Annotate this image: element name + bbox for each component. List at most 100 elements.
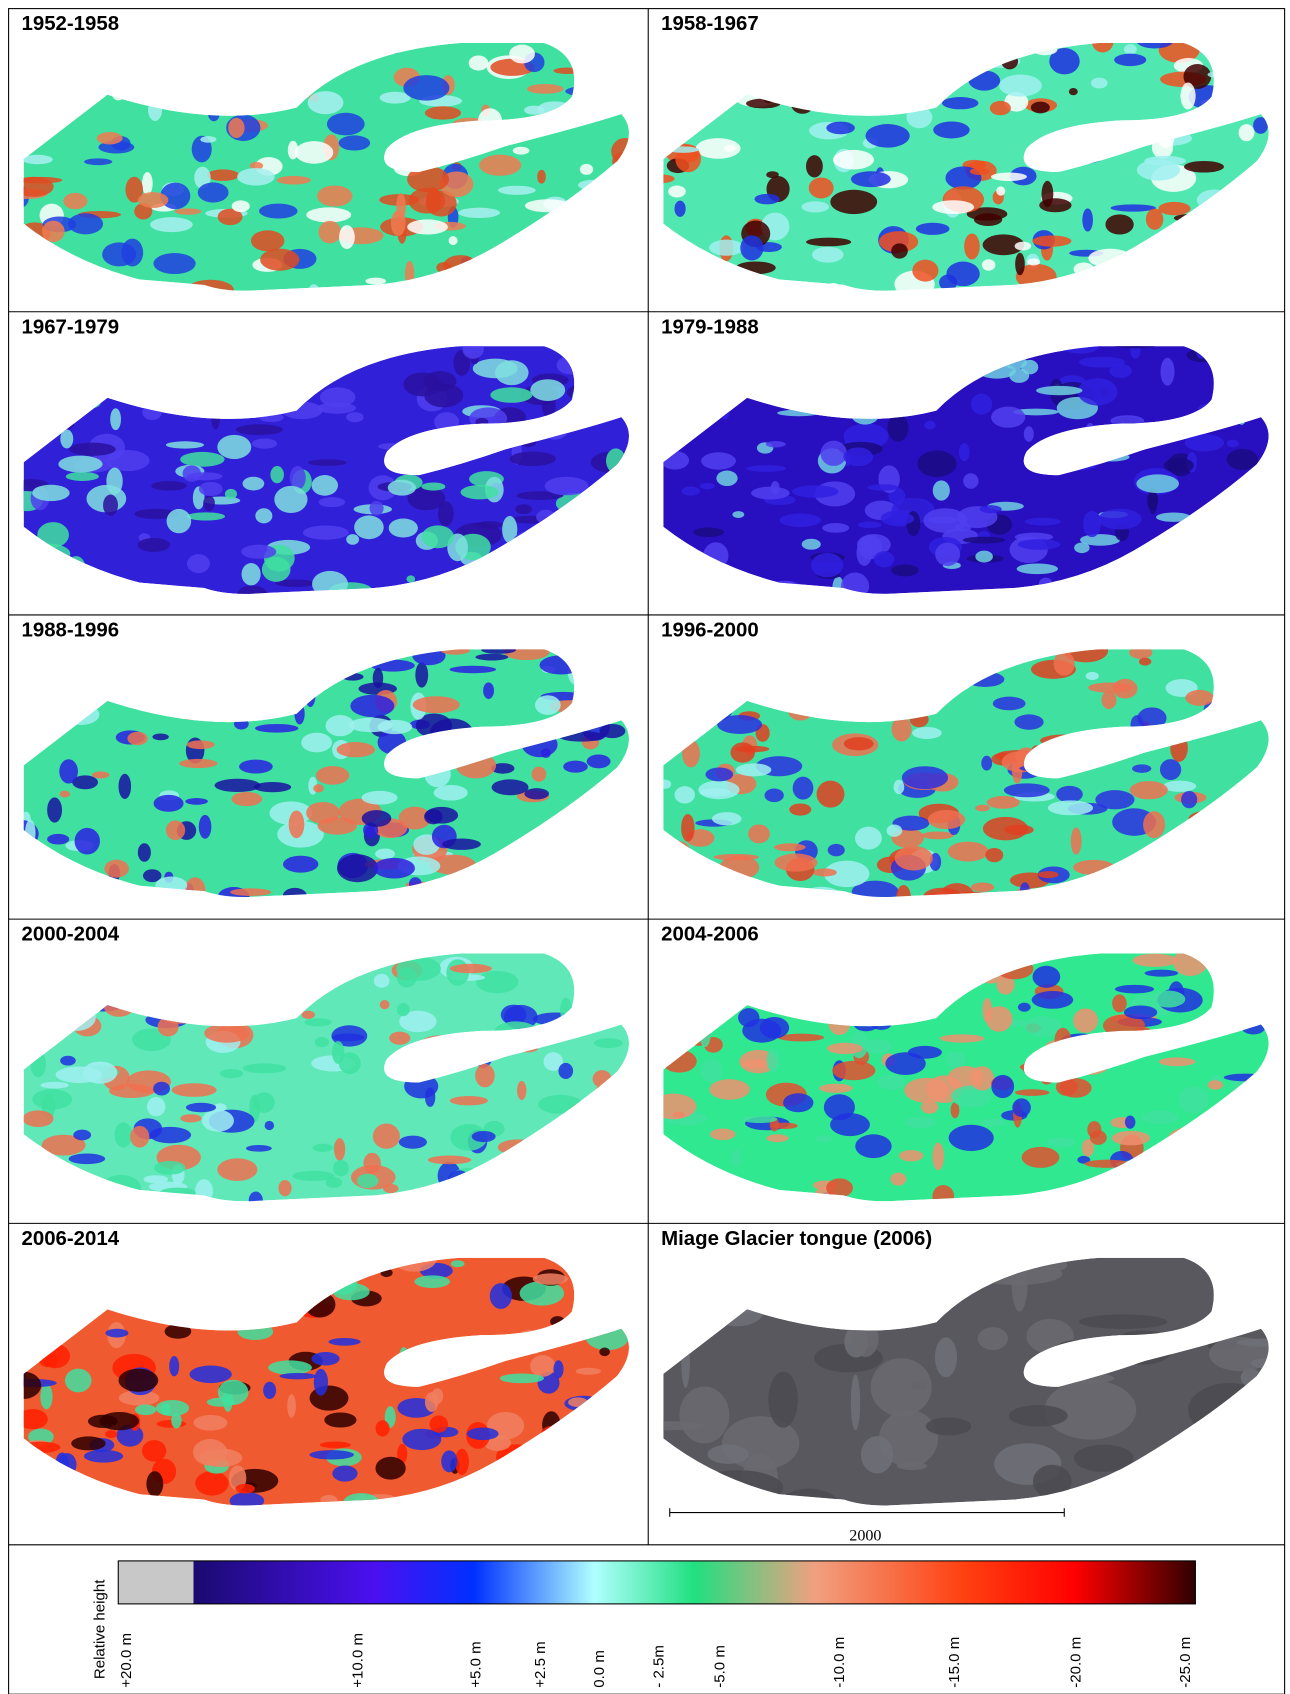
- surface-patch: [652, 943, 686, 971]
- surface-patch: [162, 660, 203, 680]
- surface-patch: [820, 441, 846, 466]
- surface-patch: [114, 50, 133, 70]
- surface-patch: [1192, 1442, 1219, 1490]
- map-panel: 1952-1958: [3, 13, 639, 303]
- surface-patch: [1218, 207, 1255, 231]
- colorbar-tick-label: - 2.5m: [650, 1645, 667, 1688]
- surface-patch: [259, 413, 284, 422]
- surface-patch: [334, 1138, 345, 1161]
- surface-patch: [645, 1196, 675, 1210]
- surface-patch: [608, 1456, 650, 1475]
- surface-patch: [247, 659, 293, 679]
- surface-patch: [635, 1287, 696, 1336]
- surface-patch: [783, 1093, 813, 1112]
- surface-patch: [1212, 970, 1229, 984]
- surface-patch: [1033, 1465, 1072, 1498]
- surface-patch: [660, 376, 693, 386]
- surface-patch: [257, 949, 285, 968]
- surface-patch: [982, 259, 996, 271]
- surface-patch: [195, 1179, 213, 1203]
- surface-patch: [34, 1164, 51, 1178]
- surface-patch: [167, 509, 192, 533]
- surface-patch: [579, 837, 612, 858]
- surface-patch: [709, 240, 744, 256]
- surface-patch: [1250, 669, 1284, 688]
- surface-patch: [333, 1283, 370, 1300]
- surface-patch: [867, 71, 909, 82]
- surface-patch: [1012, 1098, 1031, 1117]
- surface-patch: [727, 666, 761, 692]
- surface-patch: [606, 1273, 632, 1293]
- surface-patch: [730, 742, 755, 762]
- surface-patch: [1051, 1049, 1068, 1058]
- colorbar: [194, 1561, 1196, 1604]
- surface-patch: [36, 71, 48, 80]
- surface-patch: [1139, 584, 1151, 599]
- surface-patch: [1125, 1116, 1135, 1129]
- surface-patch: [570, 1459, 585, 1486]
- surface-patch: [614, 390, 645, 410]
- surface-patch: [97, 132, 123, 144]
- surface-patch: [237, 168, 275, 186]
- surface-patch: [563, 198, 600, 225]
- surface-patch: [142, 405, 162, 420]
- surface-patch: [1038, 871, 1059, 878]
- surface-patch: [97, 341, 128, 358]
- surface-patch: [28, 1494, 40, 1505]
- surface-patch: [1001, 53, 1018, 69]
- surface-patch: [777, 410, 820, 416]
- surface-patch: [1228, 260, 1266, 277]
- surface-patch: [60, 51, 89, 60]
- surface-patch: [736, 261, 776, 274]
- surface-patch: [852, 1321, 878, 1357]
- surface-patch: [1054, 1028, 1071, 1054]
- surface-patch: [1238, 572, 1284, 588]
- surface-patch: [316, 766, 349, 785]
- surface-patch: [1047, 1137, 1076, 1147]
- surface-patch: [1245, 278, 1258, 298]
- surface-patch: [1187, 1456, 1237, 1473]
- surface-patch: [1227, 506, 1252, 528]
- surface-patch: [928, 810, 965, 829]
- surface-patch: [526, 259, 563, 277]
- surface-patch: [308, 459, 347, 466]
- surface-patch: [1251, 1358, 1279, 1368]
- surface-patch: [174, 346, 216, 367]
- surface-patch: [309, 1450, 354, 1459]
- surface-patch: [917, 451, 956, 478]
- surface-patch: [424, 761, 450, 787]
- surface-patch: [1145, 970, 1179, 977]
- surface-patch: [842, 64, 866, 81]
- surface-patch: [740, 235, 763, 260]
- surface-patch: [812, 247, 844, 263]
- surface-patch: [67, 556, 86, 581]
- surface-patch: [1175, 1168, 1212, 1178]
- surface-patch: [548, 1148, 592, 1159]
- surface-patch: [1083, 511, 1101, 537]
- surface-patch: [1191, 538, 1225, 550]
- surface-patch: [843, 83, 874, 104]
- surface-patch: [225, 489, 237, 499]
- surface-patch: [709, 1079, 750, 1100]
- surface-patch: [438, 501, 454, 526]
- surface-patch: [324, 1412, 356, 1427]
- surface-patch: [246, 1145, 272, 1152]
- surface-patch: [264, 351, 296, 378]
- surface-patch: [1015, 242, 1031, 251]
- surface-patch: [855, 1134, 891, 1158]
- panel-title: 1967-1979: [22, 316, 120, 338]
- surface-patch: [1192, 857, 1220, 864]
- surface-patch: [734, 582, 752, 599]
- surface-patch: [1248, 860, 1273, 886]
- glacier-map: [5, 1245, 650, 1520]
- surface-patch: [110, 408, 121, 430]
- surface-patch: [746, 99, 781, 109]
- surface-patch: [500, 251, 513, 275]
- surface-patch: [603, 689, 626, 706]
- surface-patch: [294, 703, 304, 724]
- surface-patch: [1229, 243, 1264, 264]
- surface-patch: [377, 720, 412, 734]
- map-panel: 2000-2004: [12, 924, 639, 1212]
- surface-patch: [441, 1450, 457, 1472]
- surface-patch: [940, 883, 975, 909]
